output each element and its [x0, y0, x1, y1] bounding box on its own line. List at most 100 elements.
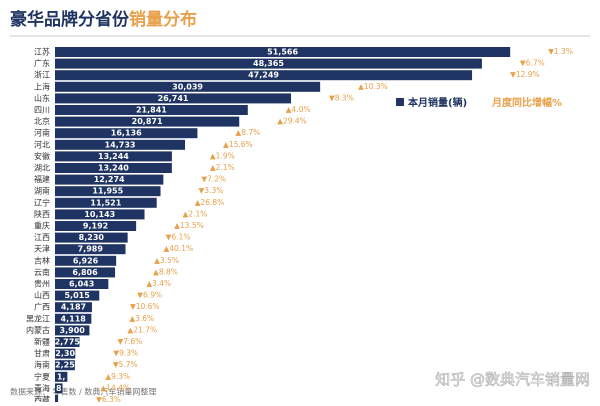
value-label: 47,249	[248, 71, 279, 80]
category-label: 上海	[34, 81, 50, 91]
legend-swatch	[396, 98, 404, 106]
bar	[55, 151, 172, 162]
value-label: 51,566	[267, 48, 298, 57]
bar	[55, 174, 164, 185]
change-label: ▲9.3%	[105, 372, 130, 381]
change-label: ▼7.6%	[117, 337, 142, 346]
category-label: 青海	[34, 383, 50, 393]
bar	[55, 360, 75, 371]
change-label: ▲21.7%	[127, 325, 157, 334]
bar	[55, 244, 126, 255]
change-label: ▲8.8%	[153, 267, 178, 276]
bar	[55, 290, 100, 301]
category-label: 河南	[34, 128, 50, 138]
category-label: 宁夏	[34, 371, 50, 381]
category-label: 广东	[34, 58, 50, 68]
watermark: 知乎 @数典汽车销量网	[435, 371, 590, 389]
legend-change-label: 月度同比增幅%	[491, 96, 562, 109]
bar	[55, 105, 248, 115]
bar	[55, 70, 473, 81]
change-label: ▼9.3%	[113, 349, 138, 358]
change-label: ▲14.4%	[101, 383, 131, 392]
value-label: 6,806	[72, 268, 98, 277]
change-label: ▼7.2%	[201, 175, 226, 184]
legend-label: 本月销量(辆)	[408, 96, 467, 109]
change-label: ▲3.4%	[146, 279, 171, 288]
value-label: 1,	[57, 372, 66, 381]
bar	[55, 58, 482, 69]
bar	[55, 337, 80, 347]
value-label: 30,039	[172, 82, 203, 91]
category-label: 内蒙古	[26, 325, 50, 335]
value-label: 7,989	[78, 245, 104, 254]
category-label: 四川	[34, 106, 50, 115]
bar	[55, 47, 511, 57]
change-label: ▲10.3%	[358, 82, 388, 91]
change-label: ▼6.1%	[166, 233, 191, 242]
category-label: 湖北	[34, 164, 50, 173]
bar	[55, 313, 92, 324]
value-label: 14,733	[105, 140, 136, 149]
value-label: 8,230	[79, 233, 105, 242]
category-label: 广西	[34, 302, 50, 312]
bar	[55, 128, 198, 139]
bar	[55, 383, 63, 394]
category-label: 山西	[34, 290, 50, 300]
change-label: ▲15.6%	[223, 140, 253, 149]
bar	[55, 267, 116, 278]
bar	[55, 139, 186, 150]
category-label: 黑龙江	[26, 313, 50, 323]
category-label: 西藏	[34, 395, 50, 403]
value-label: 8	[56, 384, 62, 393]
bar	[55, 209, 145, 220]
bar	[55, 221, 137, 231]
category-label: 江苏	[34, 47, 50, 57]
value-label: 6,043	[69, 280, 94, 289]
change-label: ▼6.3%	[96, 395, 121, 402]
value-label: 13,240	[98, 164, 129, 173]
change-label: ▲3.6%	[129, 314, 154, 323]
value-label: 6,926	[73, 256, 99, 265]
bar	[55, 81, 321, 92]
category-label: 吉林	[34, 255, 50, 265]
category-label: 新疆	[34, 337, 50, 347]
value-label: 21,841	[136, 106, 167, 115]
category-label: 安徽	[34, 151, 50, 161]
category-label: 浙江	[34, 70, 50, 80]
bar	[55, 163, 172, 173]
value-label: 16,136	[111, 129, 142, 138]
value-label: 5,015	[64, 291, 90, 300]
change-label: ▼6.9%	[137, 291, 162, 300]
change-label: ▲29.4%	[277, 117, 307, 126]
bar	[55, 186, 161, 197]
change-label: ▲1.9%	[210, 151, 235, 160]
change-label: ▲40.1%	[164, 244, 194, 253]
value-label: 2,775	[55, 338, 81, 347]
change-label: ▼3.3%	[199, 186, 224, 195]
bar	[55, 232, 128, 243]
bar	[55, 116, 240, 127]
category-label: 江西	[34, 233, 50, 242]
category-label: 重庆	[34, 221, 50, 231]
source-note: 数据来源： 零售数 / 数典汽车销量网整理	[10, 387, 156, 397]
chart-title: 豪华品牌分省份销量分布	[10, 9, 197, 30]
value-label: 10,143	[84, 210, 115, 219]
category-label: 天津	[34, 244, 50, 254]
category-label: 河北	[34, 139, 50, 149]
value-label: 12,274	[94, 175, 125, 184]
category-label: 湖南	[34, 186, 50, 196]
value-label: 4,118	[61, 314, 87, 323]
value-label: 11,521	[90, 198, 121, 207]
change-label: ▼6.7%	[520, 59, 545, 68]
title-main: 豪华品牌分省份	[10, 9, 130, 30]
category-label: 山东	[34, 93, 50, 103]
category-label: 甘肃	[34, 348, 50, 358]
value-label: 48,365	[253, 59, 284, 68]
value-label: 4,187	[61, 303, 86, 312]
change-label: ▼10.6%	[130, 302, 160, 311]
category-label: 云南	[34, 267, 50, 277]
change-label: ▲8.7%	[235, 128, 260, 137]
change-label: ▲2.1%	[183, 209, 208, 218]
change-label: ▲2.1%	[210, 163, 235, 172]
change-label: ▼8.3%	[329, 93, 354, 102]
